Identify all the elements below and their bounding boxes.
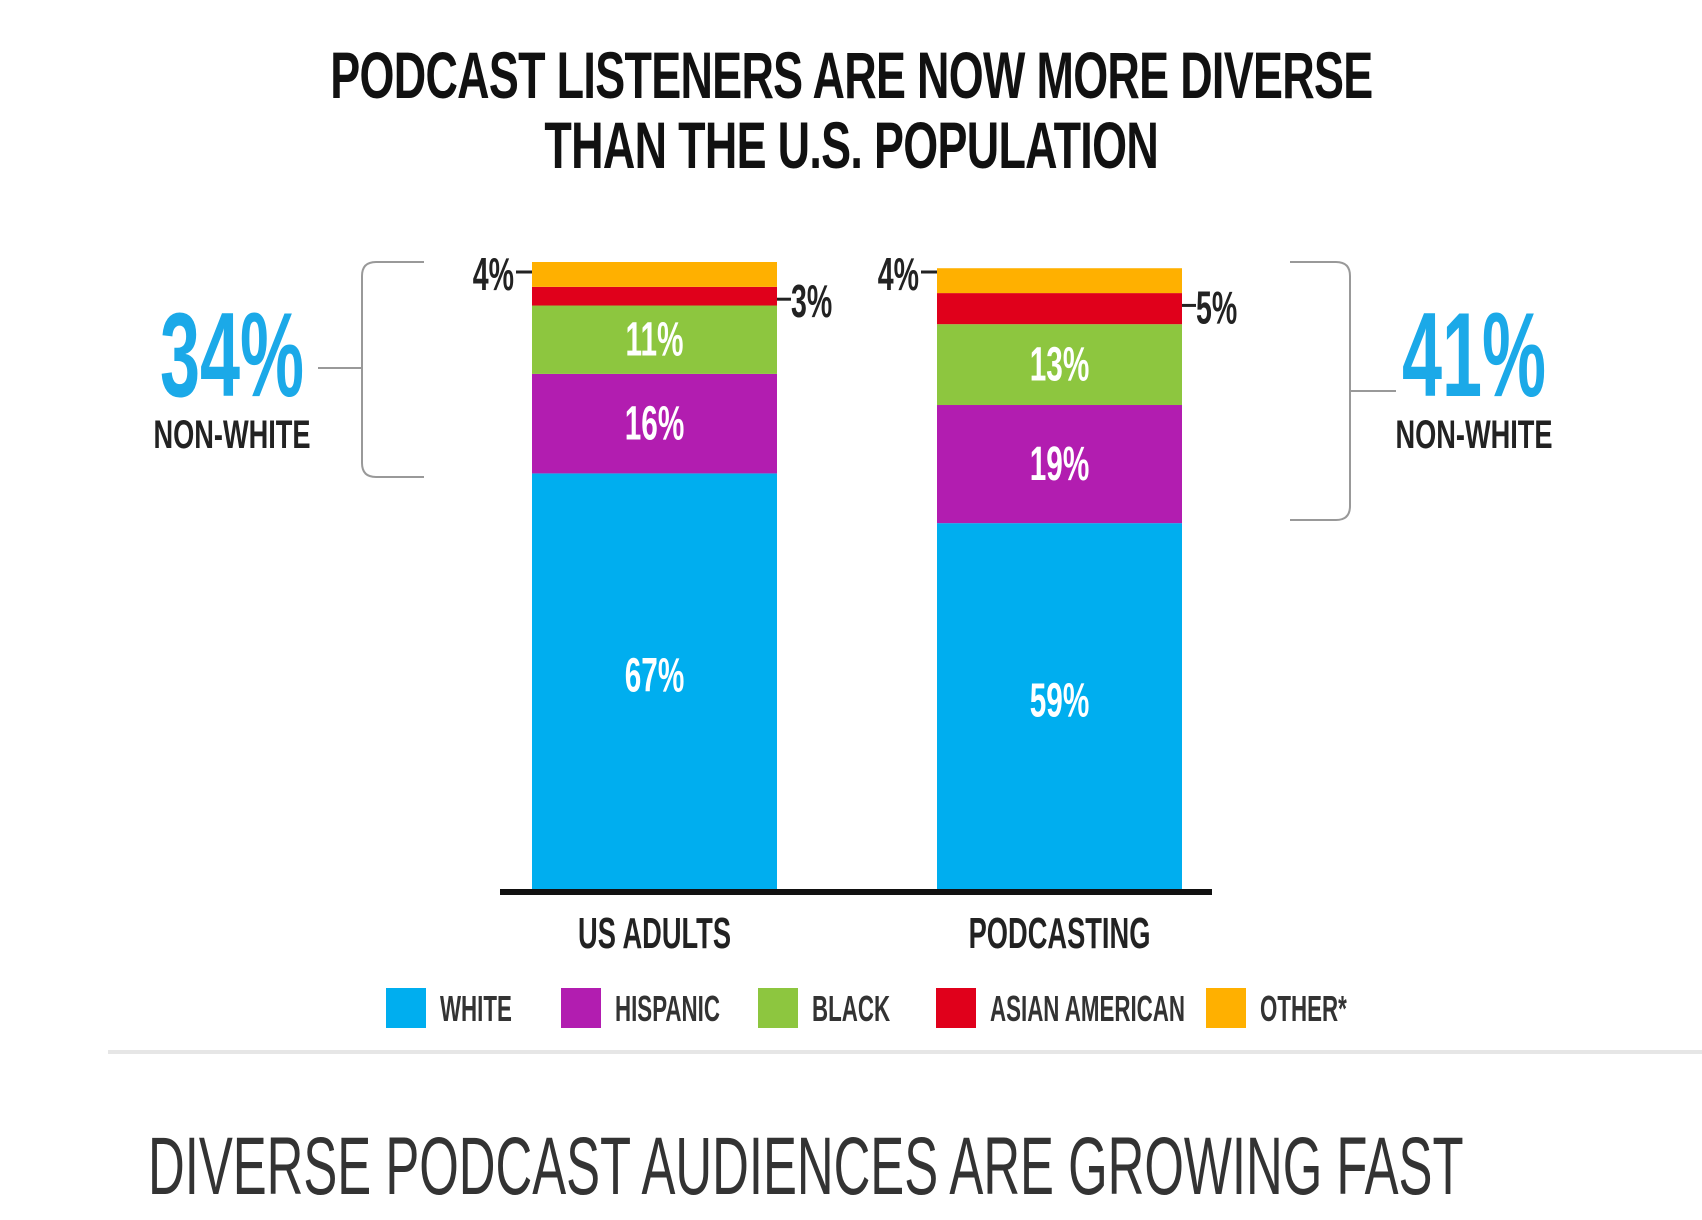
legend-label-group: HISPANIC [615,990,720,1030]
legend-label: WHITE [440,990,512,1030]
data-label: 67% [625,650,685,703]
data-label: 5% [1196,283,1237,335]
bar-segment-asian-american-1 [532,286,777,306]
legend-swatch [561,988,601,1028]
bar-segment-asian-american-2 [937,293,1182,325]
data-label: 4% [878,249,919,301]
bar-segment-white-2 [937,523,1182,890]
legend-label: ASIAN AMERICAN [990,990,1185,1030]
annotation-value-group: 41% [1402,287,1546,422]
bracket-right [1290,261,1351,521]
data-label-group: 4% [473,249,514,301]
legend-swatch [758,988,798,1028]
x-tick-label: PODCASTING [969,908,1151,957]
bar-segment-black-1 [532,305,777,374]
bar-segment-hispanic-2 [937,405,1182,524]
bar-segment-white-1 [532,473,777,890]
legend-label: OTHER* [1260,990,1347,1030]
annotation-value: 34% [160,287,304,422]
annotation-value: 41% [1402,287,1546,422]
chart-title-line-1: PODCAST LISTENERS ARE NOW MORE DIVERSE [329,38,1373,112]
legend-swatch [1206,988,1246,1028]
legend-label-group: OTHER* [1260,990,1347,1030]
annotation-label-group: NON-WHITE [1395,413,1552,457]
data-label: 59% [1030,675,1090,728]
legend-label-group: WHITE [440,990,512,1030]
legend-label-group: BLACK [812,990,890,1030]
data-label: 3% [791,276,832,328]
chart-title: PODCAST LISTENERS ARE NOW MORE DIVERSE T… [0,40,1702,180]
bracket-left [361,261,424,478]
legend-swatch [386,988,426,1028]
data-label-group: 16% [625,398,685,451]
bar-segment-hispanic-1 [532,373,777,474]
data-label-group: 4% [878,249,919,301]
annotation-label: NON-WHITE [153,413,310,457]
data-label-group: 3% [791,276,832,328]
stacked-bar-chart: 67% 16% 11% 59% 19% 13% 4% 3% 4% 5% US ADULTS PODCA… [153,249,1552,1030]
bar-segment-black-2 [937,324,1182,406]
data-label: 13% [1030,339,1090,392]
data-label: 16% [625,398,685,451]
section-divider [108,1050,1702,1054]
data-label-group: 19% [1030,438,1090,491]
data-label: 19% [1030,438,1090,491]
legend-swatch [936,988,976,1028]
data-label-group: 5% [1196,283,1237,335]
legend-label-group: ASIAN AMERICAN [990,990,1185,1030]
data-label: 4% [473,249,514,301]
annotation-value-group: 34% [160,287,304,422]
data-label-group: 13% [1030,339,1090,392]
data-label-group: 11% [626,314,684,367]
data-label-group: 67% [625,650,685,703]
data-label-group: 59% [1030,675,1090,728]
legend-label: HISPANIC [615,990,720,1030]
legend-label: BLACK [812,990,890,1030]
annotation-label: NON-WHITE [1395,413,1552,457]
bar-segment-other-2 [937,268,1182,294]
section-heading: DIVERSE PODCAST AUDIENCES ARE GROWING FA… [148,1121,1464,1212]
x-tick-label-group: PODCASTING [969,908,1151,957]
annotation-label-group: NON-WHITE [153,413,310,457]
chart-title-line-2: THAN THE U.S. POPULATION [544,108,1158,182]
bar-segment-other-1 [532,262,777,287]
x-tick-label-group: US ADULTS [578,908,731,957]
data-label: 11% [626,314,684,367]
x-tick-label: US ADULTS [578,908,731,957]
